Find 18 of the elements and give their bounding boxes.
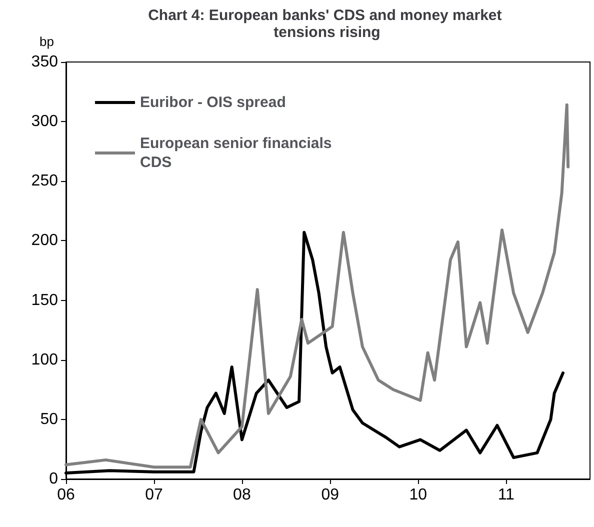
x-tick-label: 10	[409, 486, 428, 504]
x-tick-label: 08	[233, 486, 251, 504]
y-axis-title: bp	[40, 34, 54, 49]
y-tick-label: 50	[40, 410, 58, 428]
x-tick-label: 11	[498, 486, 515, 504]
legend-label: Euribor - OIS spread	[140, 94, 286, 111]
y-tick-label: 0	[49, 470, 58, 488]
legend-label: European senior financials CDS	[140, 135, 336, 171]
y-tick-label: 300	[31, 113, 58, 130]
x-tick-label: 06	[57, 486, 75, 504]
y-tick-label: 250	[31, 172, 58, 190]
y-tick-label: 100	[31, 351, 58, 368]
y-tick-label: 350	[31, 54, 58, 70]
x-tick-label: 07	[145, 486, 163, 504]
x-tick-label: 09	[321, 486, 340, 504]
y-tick-label: 200	[31, 232, 58, 250]
y-tick-label: 150	[31, 292, 58, 309]
chart-title: Chart 4: European banks' CDS and money market tensions rising	[148, 7, 506, 41]
